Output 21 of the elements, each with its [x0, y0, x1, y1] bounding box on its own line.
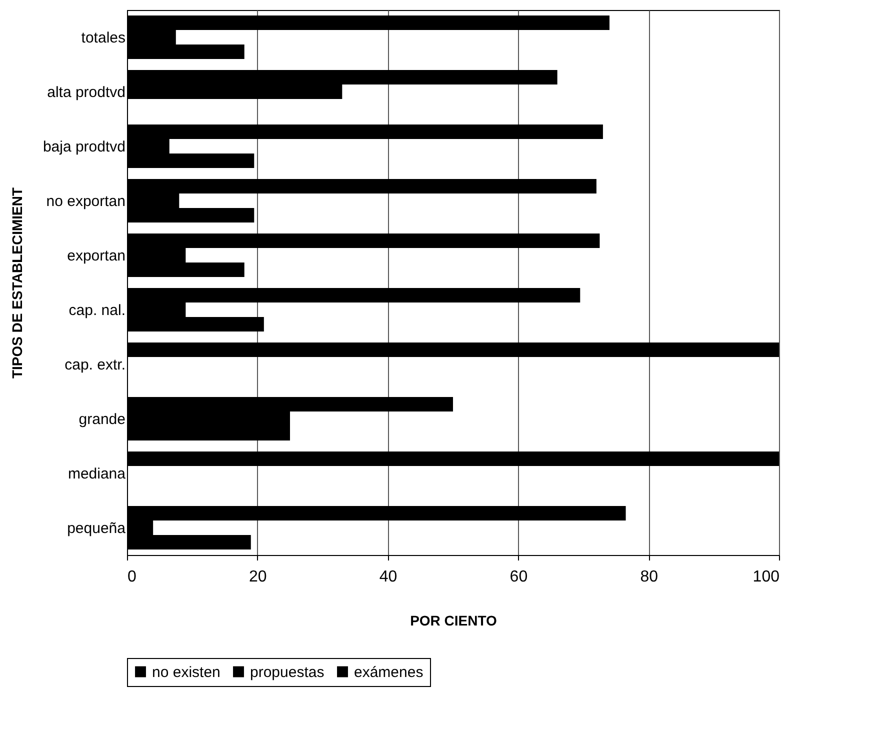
legend-label: exámenes: [354, 664, 424, 681]
x-tick-label: 20: [249, 568, 267, 586]
y-tick-label: totales: [81, 29, 126, 46]
x-tick-label: 40: [379, 568, 398, 586]
legend-label: propuestas: [250, 664, 324, 681]
x-tick-label: 100: [752, 568, 780, 586]
y-tick-label: grande: [78, 410, 126, 428]
x-tick-label: 60: [510, 568, 528, 586]
y-axis-title: TIPOS DE ESTABLECIMIENT: [8, 187, 25, 379]
y-tick-label: baja prodtvd: [42, 138, 126, 156]
x-tick-label: 0: [128, 568, 136, 586]
y-tick-label: pequeña: [67, 520, 126, 537]
y-tick-label: exportan: [67, 247, 126, 264]
y-tick-label: mediana: [68, 465, 126, 482]
y-tick-label: no exportan: [46, 192, 126, 210]
x-axis-title: POR CIENTO: [410, 612, 498, 628]
y-tick-label: alta prodtvd: [47, 84, 126, 101]
y-tick-label: cap. nal.: [68, 302, 126, 319]
x-tick-label: 80: [640, 568, 658, 586]
legend-label: no existen: [152, 664, 220, 681]
y-tick-label: cap. extr.: [64, 356, 126, 374]
